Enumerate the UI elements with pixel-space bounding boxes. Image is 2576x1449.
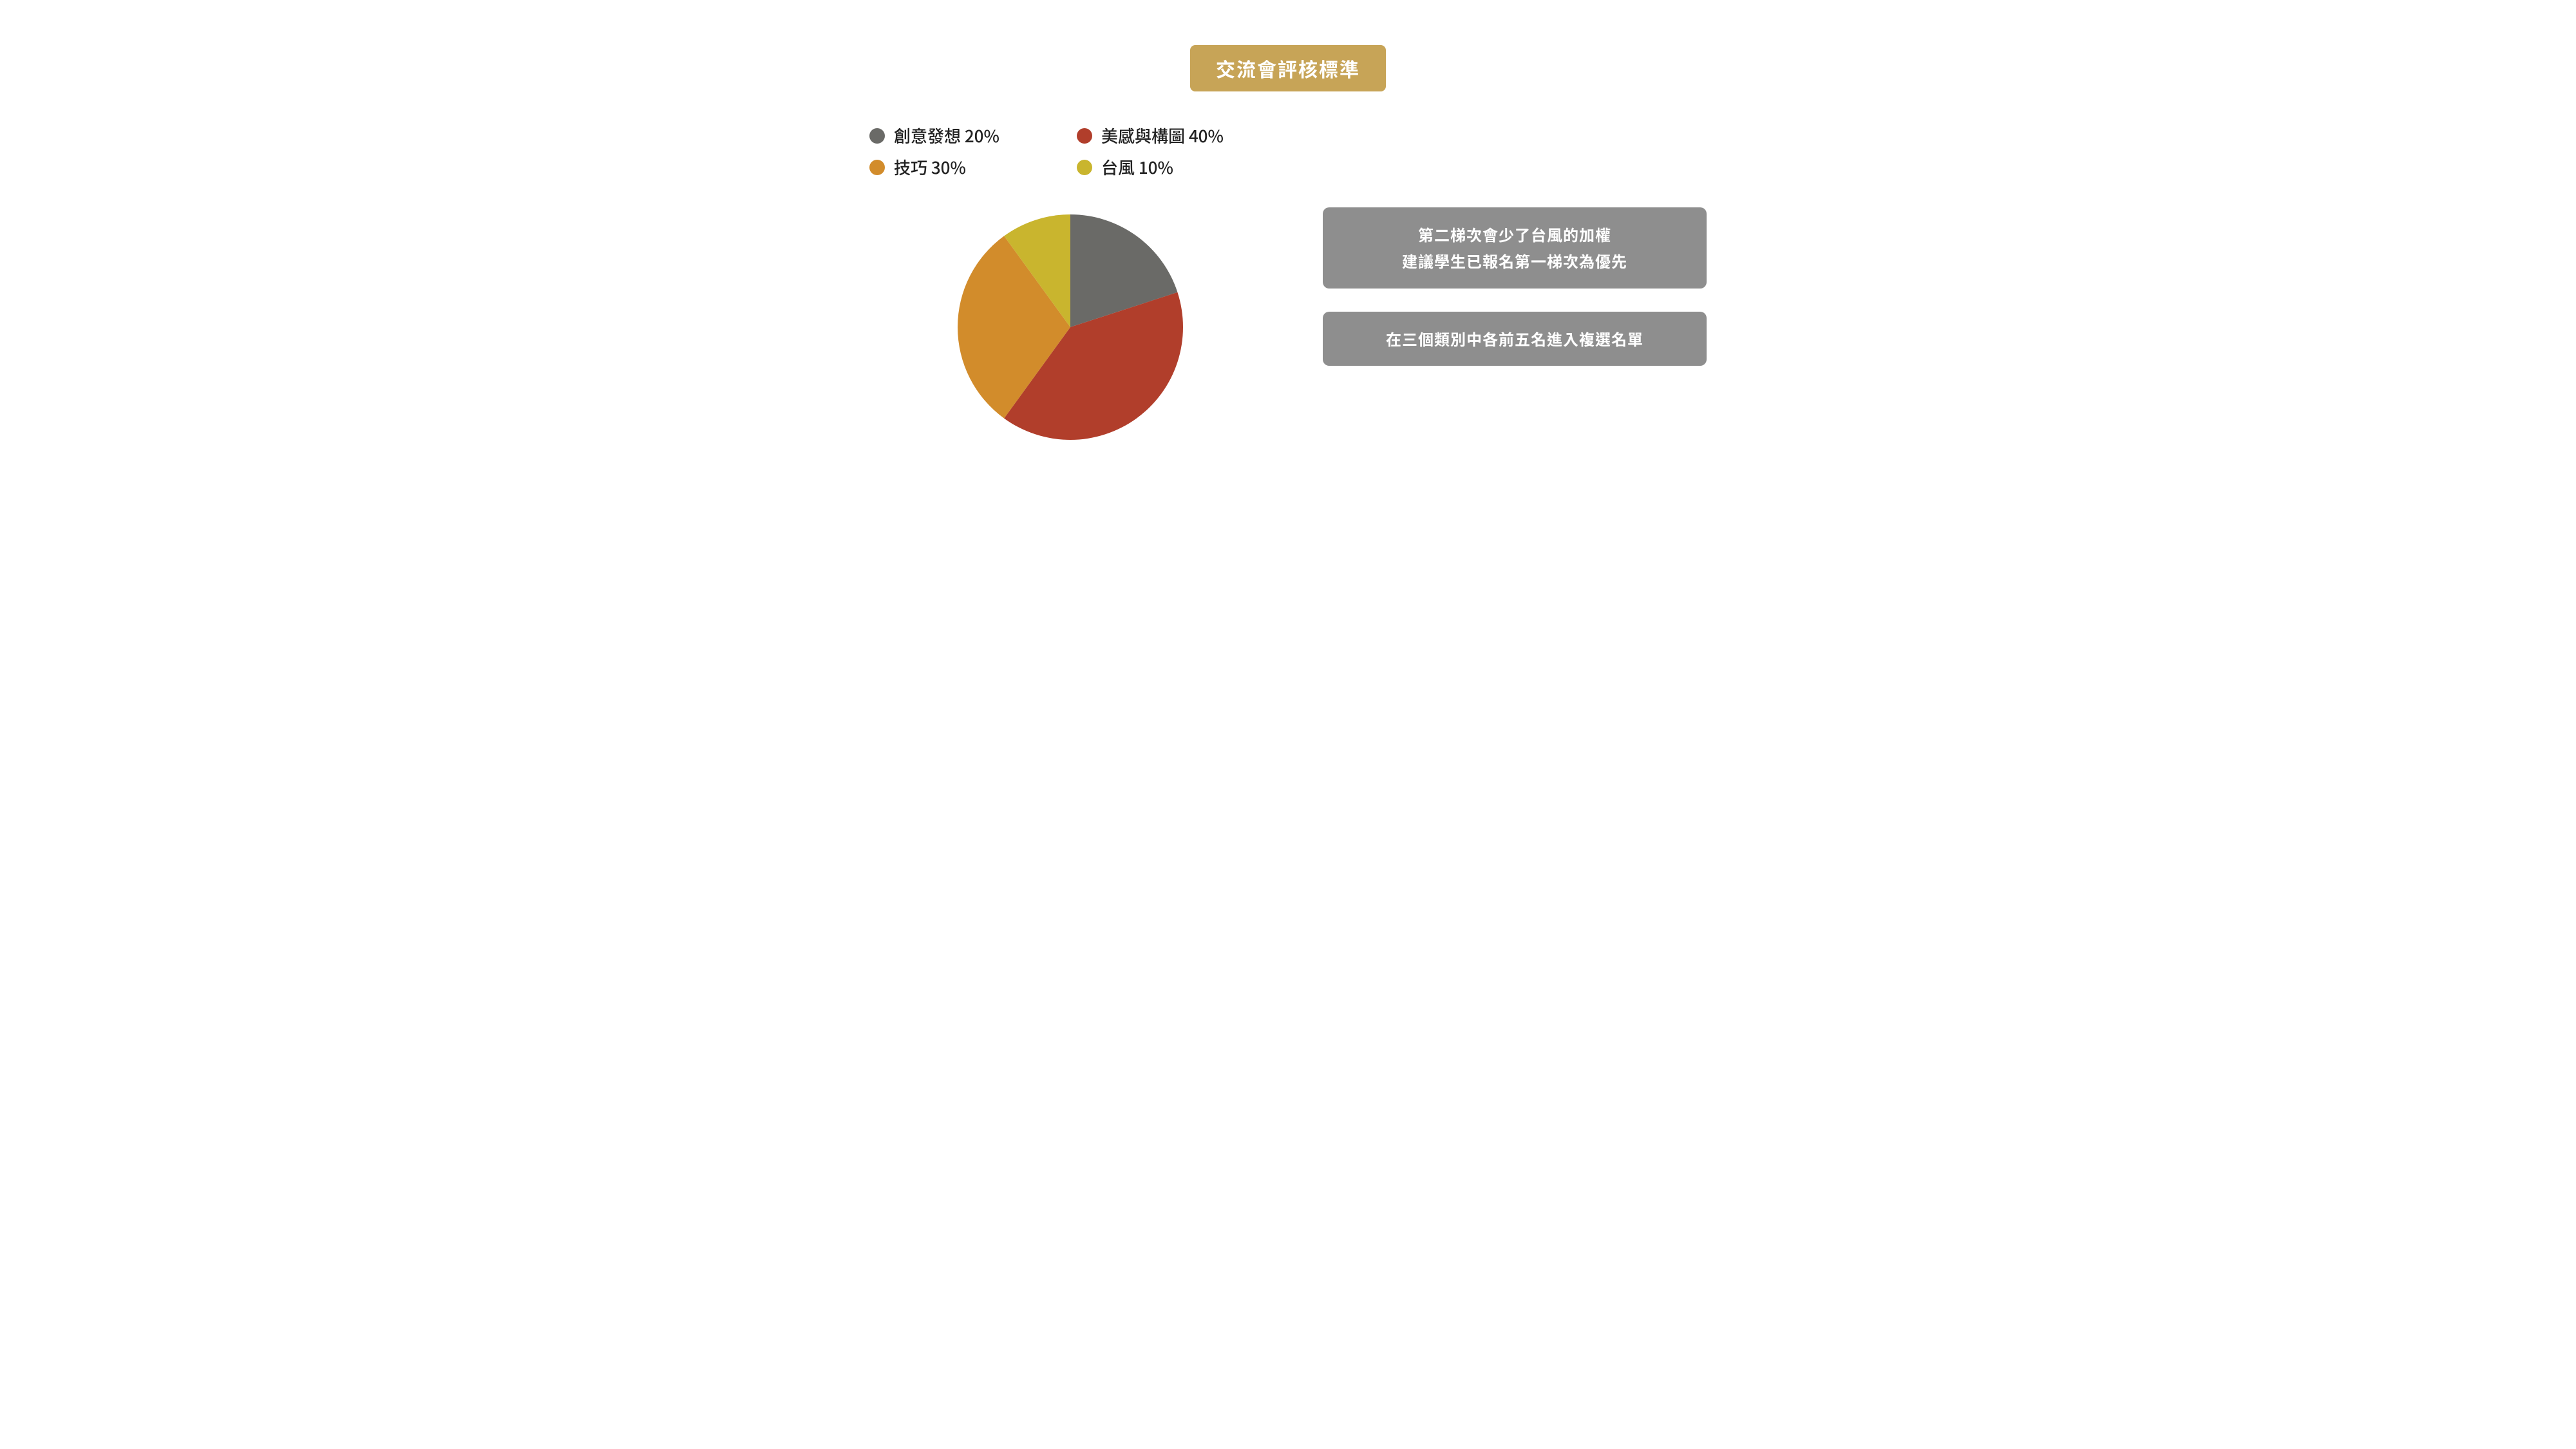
legend-item: 技巧 30%	[869, 155, 1064, 179]
legend-swatch	[1077, 160, 1092, 175]
legend-label: 台風 10%	[1101, 155, 1173, 179]
legend-swatch	[869, 160, 885, 175]
info-line: 在三個類別中各前五名進入複選名單	[1342, 326, 1687, 352]
pie-chart	[869, 211, 1271, 443]
pie-svg	[954, 211, 1186, 443]
legend-item: 美感與構圖 40%	[1077, 124, 1271, 147]
legend-item: 創意發想 20%	[869, 124, 1064, 147]
info-line: 第二梯次會少了台風的加權	[1342, 222, 1687, 248]
chart-column: 創意發想 20% 美感與構圖 40% 技巧 30% 台風 10%	[869, 124, 1271, 443]
legend-swatch	[1077, 128, 1092, 144]
legend-label: 技巧 30%	[894, 155, 966, 179]
content-row: 創意發想 20% 美感與構圖 40% 技巧 30% 台風 10% 第二梯次會少了…	[869, 124, 1707, 443]
legend-item: 台風 10%	[1077, 155, 1271, 179]
info-column: 第二梯次會少了台風的加權 建議學生已報名第一梯次為優先 在三個類別中各前五名進入…	[1323, 207, 1707, 366]
info-line: 建議學生已報名第一梯次為優先	[1342, 248, 1687, 274]
info-box: 在三個類別中各前五名進入複選名單	[1323, 312, 1707, 366]
info-box: 第二梯次會少了台風的加權 建議學生已報名第一梯次為優先	[1323, 207, 1707, 289]
legend-label: 美感與構圖 40%	[1101, 124, 1224, 147]
pie-legend: 創意發想 20% 美感與構圖 40% 技巧 30% 台風 10%	[869, 124, 1271, 179]
legend-swatch	[869, 128, 885, 144]
page-title: 交流會評核標準	[1190, 45, 1386, 91]
legend-label: 創意發想 20%	[894, 124, 999, 147]
